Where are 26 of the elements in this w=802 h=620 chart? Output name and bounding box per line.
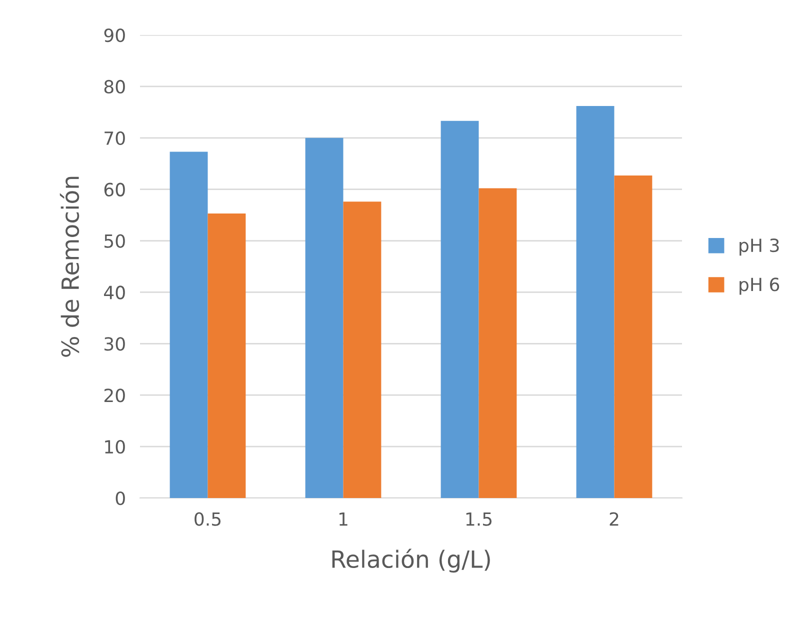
- bar: [208, 214, 246, 498]
- legend-label: pH 6: [740, 278, 780, 295]
- bar: [614, 175, 652, 498]
- legend-label: pH 3: [740, 238, 779, 256]
- bar: [170, 152, 208, 498]
- bar: [343, 202, 382, 498]
- bar: [440, 120, 479, 498]
- y-tick-label: 20: [104, 388, 125, 402]
- y-tick-label: 90: [104, 28, 125, 42]
- y-tick-label: 30: [104, 337, 125, 351]
- y-tick-label: 50: [104, 234, 125, 248]
- y-tick-label: 80: [104, 80, 125, 94]
- y-axis-title: % de Remoción: [60, 176, 80, 357]
- bar: [305, 138, 344, 498]
- y-tick-label: 70: [104, 131, 125, 146]
- bar: [576, 106, 614, 498]
- bar: [478, 188, 517, 498]
- x-tick-label: 1: [339, 512, 348, 526]
- x-tick-label: 0.5: [194, 512, 221, 526]
- y-tick-label: 40: [104, 286, 125, 300]
- x-tick-label: 1.5: [466, 512, 492, 526]
- x-tick-label: 2: [610, 512, 618, 526]
- x-axis-title: Relación (g/L): [332, 548, 490, 573]
- y-tick-label: 10: [105, 440, 125, 454]
- y-tick-label: 0: [116, 491, 125, 506]
- y-tick-label: 60: [104, 182, 125, 196]
